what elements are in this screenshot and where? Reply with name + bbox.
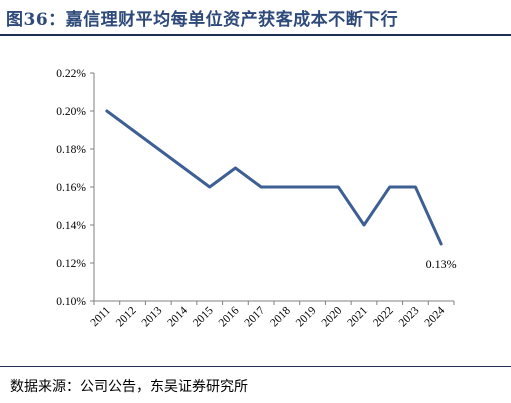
y-tick-label: 0.20% [56, 106, 86, 118]
title-rule [0, 34, 511, 36]
x-tick-label: 2022 [371, 304, 396, 329]
x-tick-label: 2024 [423, 304, 448, 329]
figure-title: 图36：嘉信理财平均每单位资产获客成本不断下行 [6, 10, 399, 30]
y-tick-label: 0.22% [56, 68, 86, 80]
line-chart: 0.10% 0.12% 0.14% 0.16% 0.18% 0.20% 0.22% 2011… [56, 68, 457, 329]
x-tick-label: 2012 [114, 304, 139, 329]
x-tick-label: 2016 [217, 304, 242, 329]
source-rule [0, 366, 511, 367]
data-labels: 0.13% [426, 257, 457, 271]
x-ticks: 2011 2012 2013 2014 2015 2016 2017 2018 2019 2020… [89, 301, 455, 329]
x-tick-label: 2020 [320, 304, 345, 329]
x-tick-label: 2014 [165, 304, 190, 329]
x-tick-label: 2021 [345, 304, 370, 329]
x-tick-label: 2023 [397, 304, 422, 329]
x-tick-label: 2013 [140, 304, 165, 329]
x-tick-label: 2011 [89, 304, 114, 329]
source-note: 数据来源：公司公告，东吴证券研究所 [10, 379, 248, 395]
y-tick-label: 0.12% [56, 258, 86, 270]
series-line [105, 109, 443, 246]
data-label: 0.13% [426, 257, 457, 271]
x-tick-label: 2018 [268, 304, 293, 329]
x-tick-label: 2017 [243, 304, 268, 329]
y-ticks: 0.10% 0.12% 0.14% 0.16% 0.18% 0.20% 0.22% [56, 68, 94, 308]
y-tick-label: 0.18% [56, 144, 86, 156]
y-tick-label: 0.14% [56, 220, 86, 232]
x-tick-label: 2015 [191, 304, 216, 329]
y-tick-label: 0.10% [56, 296, 86, 308]
y-tick-label: 0.16% [56, 182, 86, 194]
x-tick-label: 2019 [294, 304, 319, 329]
